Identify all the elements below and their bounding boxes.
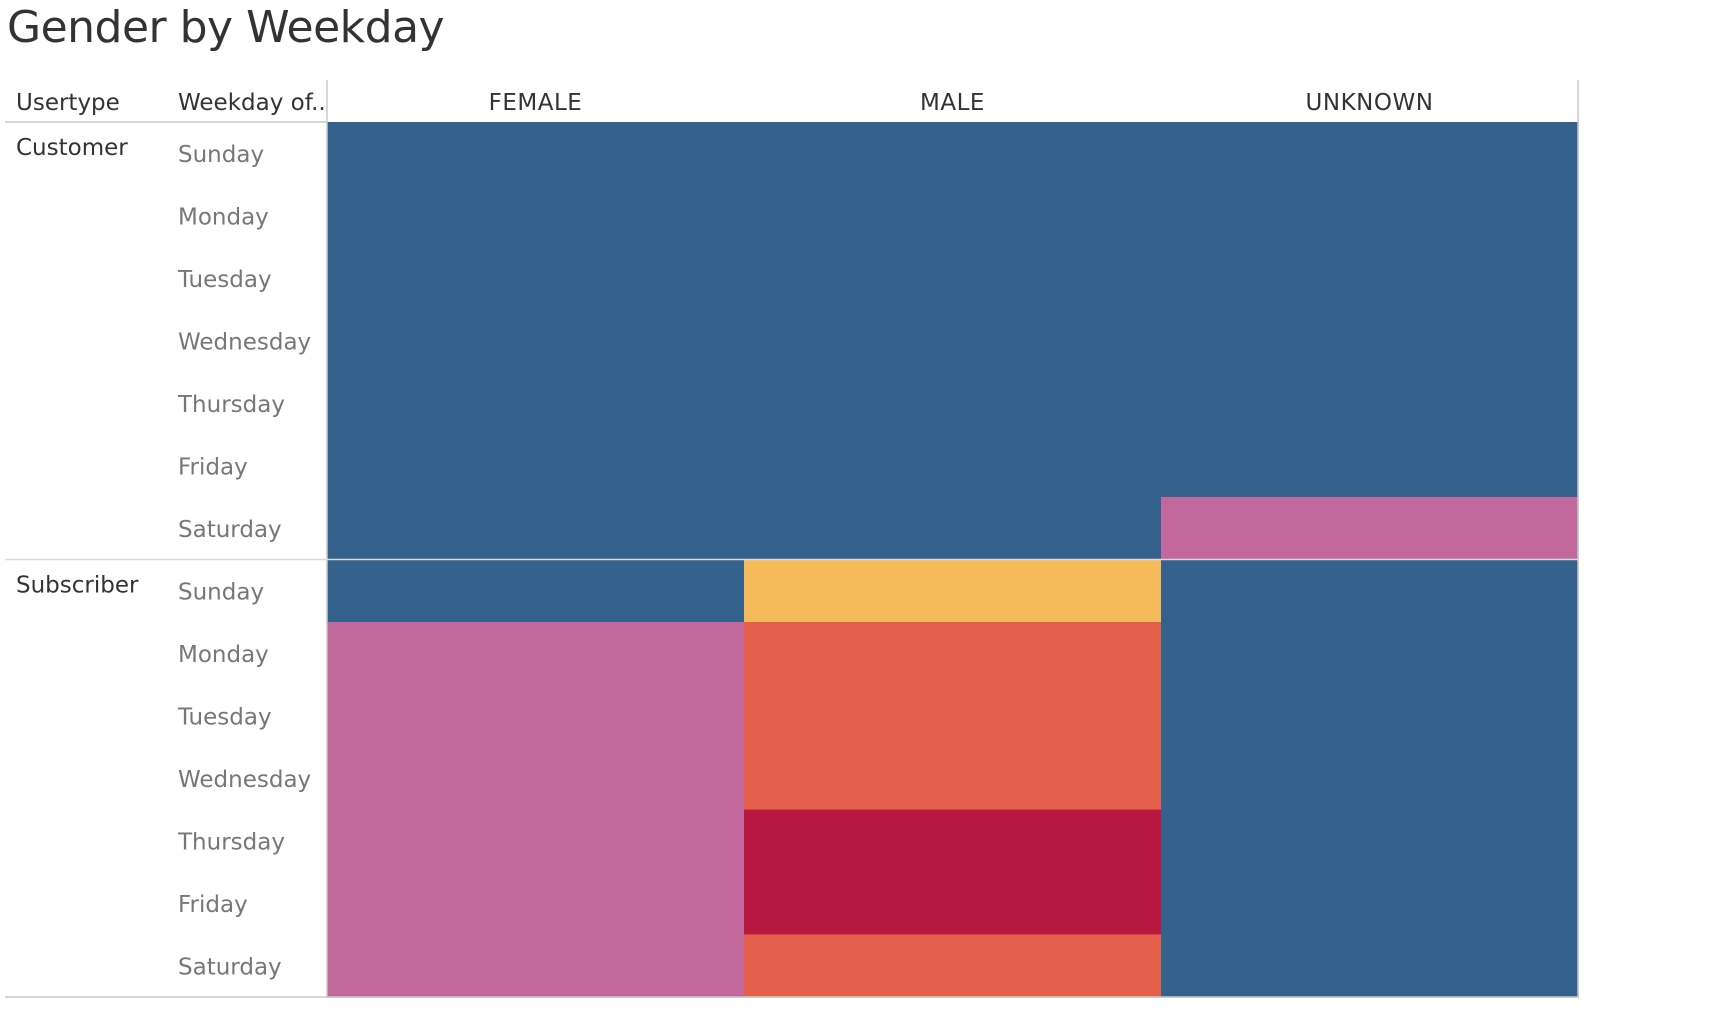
heatmap-cell bbox=[327, 622, 745, 686]
grid-lines bbox=[5, 80, 1579, 998]
heatmap-cell bbox=[1161, 684, 1579, 748]
heatmap-cell bbox=[327, 747, 745, 811]
usertype-label-customer: Customer bbox=[16, 135, 128, 161]
heatmap-cell bbox=[327, 247, 745, 311]
heatmap-cell bbox=[327, 184, 745, 248]
column-header-female: FEMALE bbox=[489, 90, 583, 116]
weekday-label: Sunday bbox=[178, 580, 264, 606]
heatmap-cell bbox=[744, 684, 1162, 748]
heatmap-cell bbox=[744, 622, 1162, 686]
weekday-label: Tuesday bbox=[177, 705, 272, 731]
heatmap-cell bbox=[1161, 184, 1579, 248]
heatmap-cell bbox=[744, 247, 1162, 311]
weekday-label: Sunday bbox=[178, 142, 264, 168]
heatmap-cell bbox=[327, 872, 745, 936]
heatmap-cell bbox=[744, 559, 1162, 623]
heatmap-cell bbox=[1161, 497, 1579, 561]
weekday-label: Thursday bbox=[177, 830, 285, 856]
weekday-label: Friday bbox=[178, 455, 248, 481]
heatmap-cell bbox=[744, 809, 1162, 873]
column-headers: FEMALE MALE UNKNOWN bbox=[489, 90, 1434, 116]
heatmap-cell bbox=[1161, 559, 1579, 623]
heatmap-cell bbox=[327, 497, 745, 561]
column-header-male: MALE bbox=[920, 90, 985, 116]
heatmap-cell bbox=[1161, 309, 1579, 373]
heatmap-cell bbox=[744, 934, 1162, 998]
heatmap-cell bbox=[327, 809, 745, 873]
heatmap-cell bbox=[1161, 872, 1579, 936]
column-header-unknown: UNKNOWN bbox=[1306, 90, 1434, 116]
heatmap-cell bbox=[1161, 372, 1579, 436]
heatmap-cell bbox=[744, 372, 1162, 436]
heatmap-cell bbox=[744, 747, 1162, 811]
heatmap-cell bbox=[1161, 122, 1579, 186]
row-header-usertype: Usertype bbox=[16, 90, 120, 116]
weekday-label: Monday bbox=[178, 642, 269, 668]
heatmap-cell bbox=[744, 309, 1162, 373]
weekday-label: Friday bbox=[178, 892, 248, 918]
heatmap-cell bbox=[744, 497, 1162, 561]
heatmap-cell bbox=[327, 684, 745, 748]
heatmap-cell bbox=[327, 434, 745, 498]
heatmap-cell bbox=[1161, 934, 1579, 998]
row-header-weekday: Weekday of.. bbox=[178, 90, 326, 116]
weekday-label: Thursday bbox=[177, 392, 285, 418]
heatmap-cell bbox=[327, 122, 745, 186]
weekday-label: Wednesday bbox=[178, 767, 311, 793]
row-headers: Usertype Weekday of.. Customer Sunday Monday… bbox=[16, 90, 326, 981]
heatmap-cell bbox=[1161, 747, 1579, 811]
heatmap-cell bbox=[327, 309, 745, 373]
weekday-label: Saturday bbox=[178, 955, 282, 981]
heatmap-cell bbox=[744, 872, 1162, 936]
heatmap-cell bbox=[327, 559, 745, 623]
weekday-label: Wednesday bbox=[178, 330, 311, 356]
heatmap-cell bbox=[1161, 809, 1579, 873]
heatmap-cell bbox=[1161, 247, 1579, 311]
heatmap-cell bbox=[327, 372, 745, 436]
weekday-label: Monday bbox=[178, 205, 269, 231]
weekday-label: Saturday bbox=[178, 517, 282, 543]
heatmap-cell bbox=[1161, 434, 1579, 498]
heatmap-cell bbox=[744, 184, 1162, 248]
weekday-label: Tuesday bbox=[177, 267, 272, 293]
heatmap-cell bbox=[1161, 622, 1579, 686]
heatmap-cell bbox=[744, 122, 1162, 186]
heatmap-cells bbox=[327, 122, 1579, 998]
heatmap-cell bbox=[327, 934, 745, 998]
heatmap-cell bbox=[744, 434, 1162, 498]
usertype-label-subscriber: Subscriber bbox=[16, 573, 139, 599]
chart-title: Gender by Weekday bbox=[7, 2, 445, 53]
